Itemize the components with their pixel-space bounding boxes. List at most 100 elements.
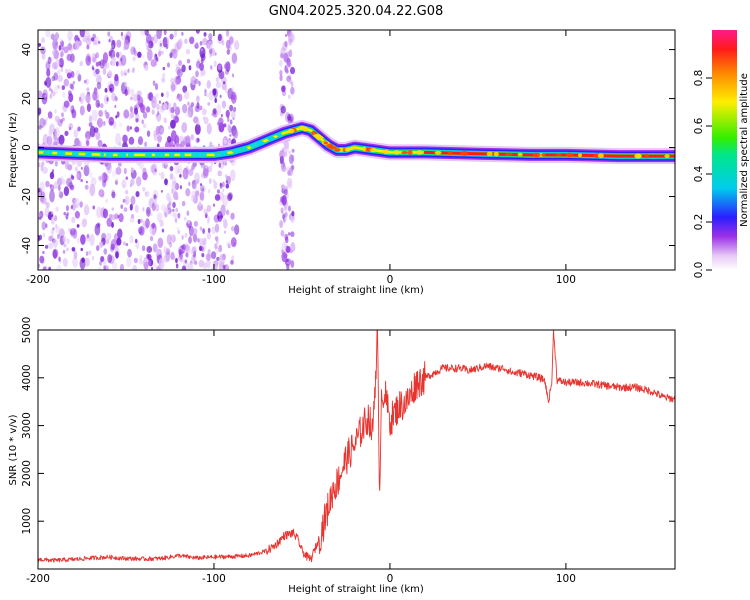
noise-speck	[167, 135, 172, 143]
noise-speck	[54, 160, 58, 167]
noise-speck	[195, 190, 200, 196]
noise-speck	[205, 253, 211, 261]
noise-speck	[80, 247, 84, 252]
noise-speck	[105, 112, 110, 119]
noise-speck	[284, 141, 290, 153]
noise-speck	[208, 33, 213, 41]
noise-speck	[114, 73, 119, 82]
noise-speck	[214, 223, 220, 233]
ridge-blob	[100, 152, 105, 157]
noise-speck	[109, 214, 113, 219]
noise-speck	[156, 103, 160, 111]
noise-speck	[106, 217, 113, 228]
ridge-blob	[288, 128, 295, 134]
noise-speck	[56, 137, 62, 144]
noise-speck	[284, 40, 288, 48]
noise-speck	[43, 119, 47, 126]
ridge-blob	[127, 153, 135, 157]
noise-speck	[65, 204, 70, 212]
noise-speck	[45, 180, 50, 188]
noise-speck	[103, 248, 108, 255]
noise-speck	[102, 208, 108, 219]
noise-speck	[79, 30, 86, 38]
colorbar-tick-label: 0.8	[693, 70, 705, 87]
noise-speck	[81, 218, 88, 228]
noise-speck	[219, 182, 222, 187]
ridge-blob	[486, 151, 493, 157]
noise-speck	[214, 194, 221, 201]
noise-speck	[103, 173, 109, 182]
noise-speck	[216, 104, 222, 116]
noise-speck	[195, 42, 199, 48]
noise-speck	[223, 81, 226, 85]
noise-speck	[194, 123, 201, 135]
noise-speck	[201, 172, 207, 179]
noise-speck	[115, 61, 119, 67]
noise-speck	[111, 207, 114, 211]
noise-speck	[59, 57, 65, 68]
noise-speck	[116, 237, 122, 246]
noise-speck	[178, 248, 182, 256]
noise-speck	[189, 36, 195, 45]
noise-speck	[183, 91, 190, 100]
noise-speck	[130, 178, 135, 186]
noise-speck	[76, 224, 80, 228]
noise-speck	[146, 45, 150, 51]
noise-speck	[120, 57, 123, 62]
noise-speck	[199, 226, 203, 231]
noise-speck	[97, 40, 101, 45]
noise-speck	[197, 237, 200, 243]
noise-speck	[231, 52, 238, 64]
noise-speck	[173, 115, 179, 124]
noise-speck	[55, 223, 58, 229]
noise-speck	[190, 134, 195, 141]
noise-speck	[98, 110, 103, 117]
noise-speck	[69, 104, 73, 110]
noise-speck	[194, 78, 199, 85]
noise-speck	[199, 191, 205, 201]
noise-speck	[139, 218, 143, 223]
noise-speck	[280, 207, 284, 213]
noise-speck	[53, 72, 59, 81]
noise-speck	[155, 203, 160, 212]
noise-speck	[199, 73, 203, 78]
noise-speck	[194, 187, 200, 196]
snr-xtick-label: -200	[26, 573, 50, 585]
noise-speck	[141, 245, 146, 252]
noise-speck	[126, 125, 130, 132]
noise-speck	[290, 86, 295, 95]
noise-speck	[74, 166, 79, 172]
ridge-blob	[218, 151, 226, 156]
noise-speck	[169, 173, 174, 180]
noise-speck	[99, 261, 102, 266]
noise-speck	[156, 112, 162, 122]
noise-speck	[170, 130, 177, 142]
noise-speck	[72, 256, 78, 268]
noise-speck	[61, 91, 66, 98]
noise-speck	[157, 237, 164, 249]
noise-speck	[144, 64, 149, 71]
noise-speck	[288, 79, 293, 85]
noise-speck	[55, 226, 61, 234]
noise-speck	[154, 83, 159, 91]
noise-speck	[176, 68, 183, 78]
spectrogram-noise	[38, 30, 296, 270]
noise-speck	[73, 129, 79, 138]
ridge-blob	[349, 146, 355, 151]
noise-speck	[282, 213, 287, 222]
noise-speck	[288, 94, 291, 100]
ridge-blob	[407, 149, 413, 155]
ridge-blob	[493, 151, 499, 157]
noise-speck	[106, 162, 112, 174]
noise-speck	[287, 113, 291, 121]
noise-speck	[230, 212, 235, 220]
noise-speck	[203, 37, 207, 43]
noise-speck	[92, 91, 98, 101]
noise-speck	[71, 160, 75, 167]
noise-speck	[206, 232, 212, 240]
noise-speck	[71, 109, 77, 119]
noise-speck	[198, 259, 205, 268]
noise-speck	[183, 217, 187, 221]
noise-speck	[188, 225, 194, 237]
noise-speck	[288, 73, 292, 80]
